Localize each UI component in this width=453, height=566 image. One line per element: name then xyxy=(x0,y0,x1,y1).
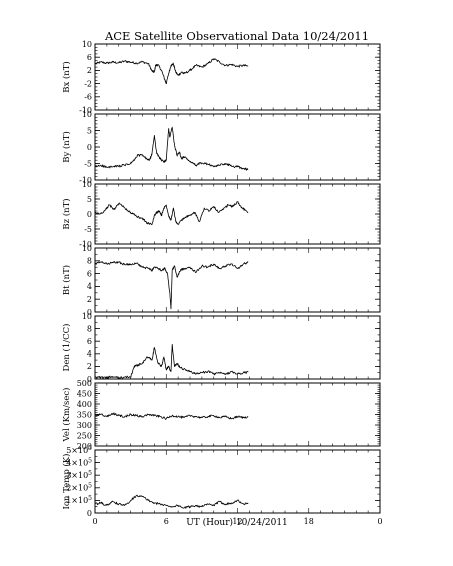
x-tick-label: 12 xyxy=(232,517,242,526)
y-tick-label: 400 xyxy=(77,400,92,409)
panel-1: 10 6 2 -2 -6 -10 Bx (nT) xyxy=(61,40,381,115)
y-tick-label: 5 xyxy=(87,195,92,204)
panel-3: 10 5 0 -5 -10 Bz (nT) xyxy=(61,180,381,249)
panel-frame xyxy=(94,43,381,111)
panel-4: 10 8 6 4 2 0 Bt (nT) xyxy=(61,244,381,317)
y-tick-label: 5×105 xyxy=(66,445,92,455)
panel-frame xyxy=(94,449,381,514)
y-tick-label: 2×105 xyxy=(66,483,92,493)
y-tick-label: 0 xyxy=(87,143,92,152)
y-axis-label: Den (1/CC) xyxy=(61,324,72,372)
y-axis-label: Bz (nT) xyxy=(61,198,72,229)
y-axis-label: Ion Temp (K) xyxy=(61,454,72,510)
y-tick-label: 350 xyxy=(77,410,92,419)
series-line xyxy=(94,412,249,420)
y-tick-label: 2 xyxy=(87,295,92,304)
y-tick-label: 6 xyxy=(87,53,92,62)
y-tick-label: 2 xyxy=(87,66,92,75)
series-line xyxy=(94,261,249,310)
y-tick-label: 10 xyxy=(82,312,92,321)
panel-7: 5×105 4×105 3×105 2×105 1×105 0 Ion Temp (K) xyxy=(61,445,381,518)
y-tick-label: -10 xyxy=(79,106,92,115)
y-tick-label: -5 xyxy=(84,225,92,234)
y-tick-label: 450 xyxy=(77,389,92,398)
x-tick-labels: 0 6 12 18 0 xyxy=(92,517,382,526)
y-tick-label: 0 xyxy=(87,509,92,518)
y-axis-label: By (nT) xyxy=(61,131,72,163)
y-tick-label: 4 xyxy=(87,282,92,291)
series-line xyxy=(94,58,249,85)
y-tick-label: 200 xyxy=(77,442,92,451)
x-tick-label: 0 xyxy=(92,517,97,526)
y-tick-label: -6 xyxy=(84,93,92,102)
panel-frame xyxy=(94,382,381,447)
chart-title: ACE Satellite Observational Data 10/24/2… xyxy=(104,29,369,43)
panels-group: 10 6 2 -2 -6 -10 Bx (nT) 10 5 0 -5 -10 By (nT) 10 5 0 -5… xyxy=(61,40,381,518)
y-tick-label: 10 xyxy=(82,180,92,189)
y-tick-label: 8 xyxy=(87,324,92,333)
y-tick-label: -2 xyxy=(84,79,92,88)
y-tick-label: 4×105 xyxy=(66,457,92,467)
y-tick-label: 3×105 xyxy=(66,470,92,480)
series-line xyxy=(94,343,249,380)
y-tick-label: -10 xyxy=(79,240,92,249)
y-tick-label: 10 xyxy=(82,110,92,119)
y-tick-label: 4 xyxy=(87,350,92,359)
y-tick-label: 10 xyxy=(82,244,92,253)
y-tick-label: 1×105 xyxy=(66,495,92,505)
y-tick-label: 300 xyxy=(77,421,92,430)
series-line xyxy=(94,494,249,509)
y-tick-label: 0 xyxy=(87,375,92,384)
panel-frame xyxy=(94,183,381,245)
x-tick-label: 0 xyxy=(377,517,382,526)
panel-2: 10 5 0 -5 -10 By (nT) xyxy=(61,110,381,185)
y-tick-label: 0 xyxy=(87,308,92,317)
panel-frame xyxy=(94,247,381,313)
y-tick-label: 5 xyxy=(87,126,92,135)
y-tick-label: 8 xyxy=(87,257,92,266)
y-tick-label: 0 xyxy=(87,210,92,219)
y-tick-label: 10 xyxy=(82,40,92,49)
y-axis-label: Bt (nT) xyxy=(61,265,72,295)
panel-frame xyxy=(94,113,381,181)
panel-frame xyxy=(94,315,381,380)
x-axis-label: UT (Hour) 10/24/2011 xyxy=(186,517,288,528)
y-tick-label: 250 xyxy=(77,431,92,440)
y-tick-label: 6 xyxy=(87,269,92,278)
y-axis-label: Bx (nT) xyxy=(61,61,72,93)
y-tick-label: 500 xyxy=(77,379,92,388)
series-line xyxy=(94,126,249,171)
x-tick-label: 18 xyxy=(304,517,314,526)
y-axis-label: Vel (Km/sec) xyxy=(61,388,72,443)
series-line xyxy=(94,201,249,225)
y-tick-label: 6 xyxy=(87,337,92,346)
y-tick-label: -10 xyxy=(79,176,92,185)
panel-5: 10 8 6 4 2 0 Den (1/CC) xyxy=(61,312,381,384)
x-tick-label: 6 xyxy=(164,517,169,526)
y-tick-label: 2 xyxy=(87,362,92,371)
y-tick-label: -5 xyxy=(84,159,92,168)
